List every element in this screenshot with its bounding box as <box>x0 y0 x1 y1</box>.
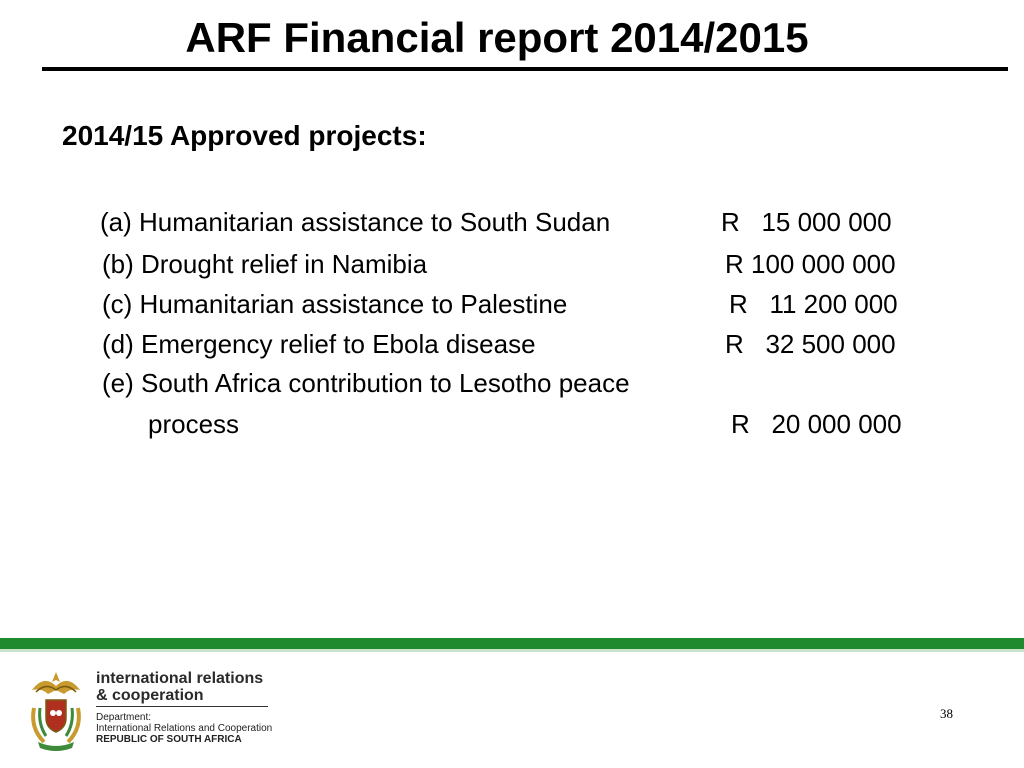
title-underline <box>42 67 1008 71</box>
project-item-text: (d) Emergency relief to Ebola disease <box>102 329 536 359</box>
project-item-amount: R 11 200 000 <box>729 289 898 319</box>
project-item-amount: R 20 000 000 <box>731 409 902 439</box>
brand-divider <box>96 706 268 707</box>
project-item-text: (c) Humanitarian assistance to Palestine <box>102 289 568 319</box>
country-name: REPUBLIC OF SOUTH AFRICA <box>96 734 242 745</box>
project-item-text: (a) Humanitarian assistance to South Sud… <box>100 207 611 237</box>
project-item-text: (b) Drought relief in Namibia <box>102 249 428 279</box>
project-list: (a) Humanitarian assistance to South Sud… <box>100 207 902 439</box>
page-number: 38 <box>940 706 953 721</box>
project-item-amount: R 32 500 000 <box>725 329 896 359</box>
project-item-text: (e) South Africa contribution to Lesotho… <box>102 368 630 398</box>
slide-title: ARF Financial report 2014/2015 <box>185 14 809 61</box>
project-item-amount: R 100 000 000 <box>725 249 896 279</box>
project-item-amount: R 15 000 000 <box>721 207 892 237</box>
footer-light-bar <box>0 649 1024 652</box>
slide-subtitle: 2014/15 Approved projects: <box>62 120 427 151</box>
brand-name-line: & cooperation <box>96 687 204 704</box>
brand-name-line: international relations <box>96 670 264 687</box>
project-item-text-continued: process <box>148 409 240 439</box>
department-label: Department: <box>96 712 152 723</box>
coat-of-arms-icon <box>31 672 81 751</box>
footer-green-bar <box>0 638 1024 649</box>
department-name: International Relations and Cooperation <box>96 723 273 734</box>
